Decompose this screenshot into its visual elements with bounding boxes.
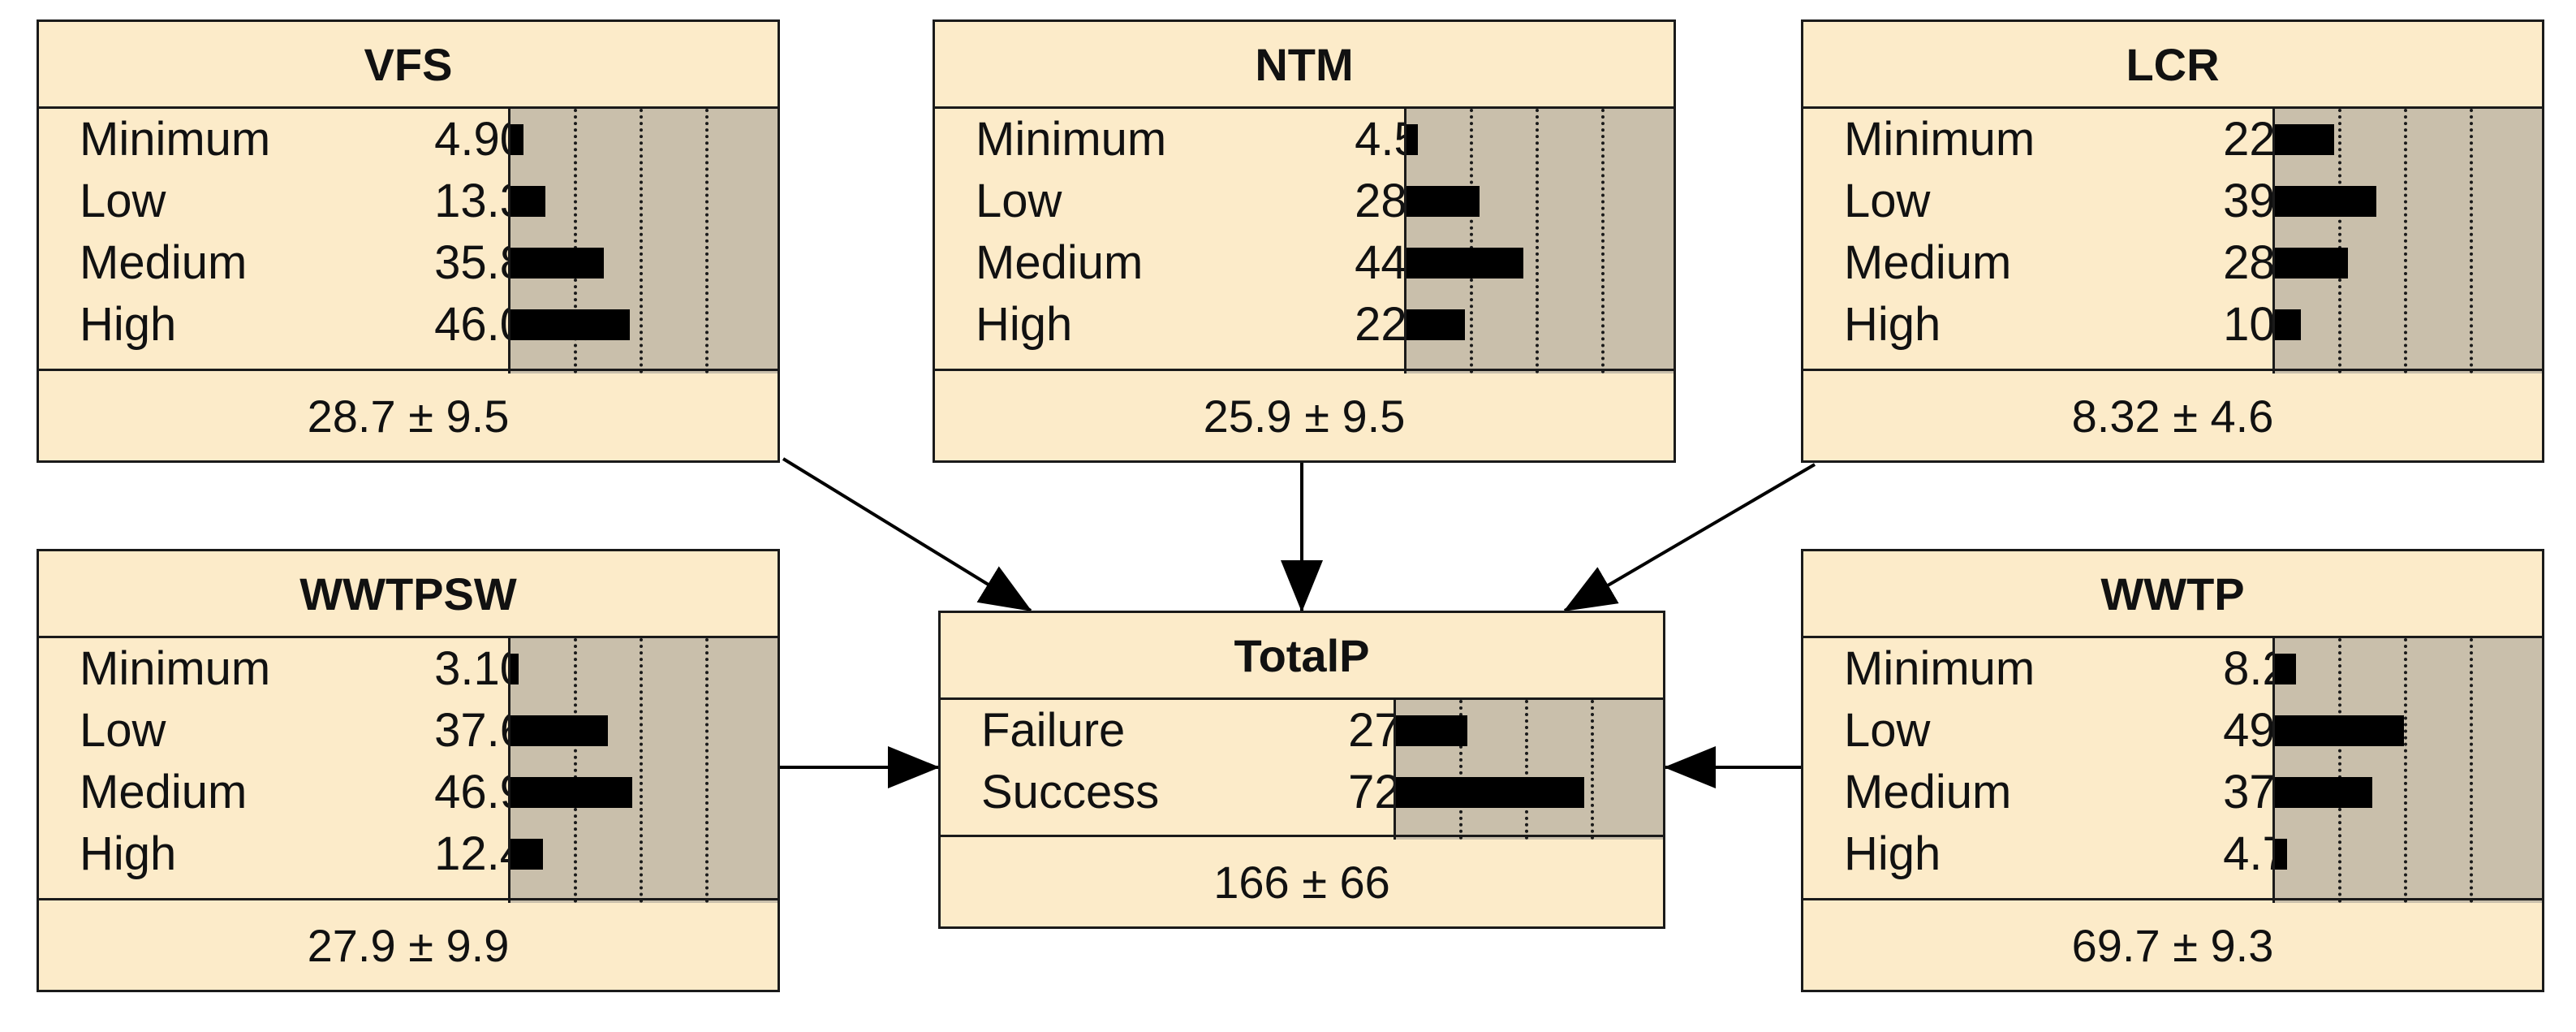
belief-bar-minimum xyxy=(1406,124,1418,155)
belief-bar-high xyxy=(510,309,630,340)
state-label-medium: Medium xyxy=(1844,236,2012,289)
belief-bar-medium xyxy=(510,777,632,808)
belief-bar-high xyxy=(2275,839,2287,870)
node-summary: 25.9 ± 9.5 xyxy=(935,369,1674,460)
state-label-low: Low xyxy=(976,175,1062,227)
state-value-low: 37.6 xyxy=(434,704,526,757)
state-value-minimum: 4.90 xyxy=(434,113,526,166)
state-label-medium: Medium xyxy=(80,236,248,289)
node-summary: 8.32 ± 4.6 xyxy=(1803,369,2542,460)
belief-bar-high xyxy=(1406,309,1465,340)
node-ntm[interactable]: NTM Minimum 4.50 Low 28.0 Medium 44.9 High 2… xyxy=(933,19,1676,463)
belief-bar-low xyxy=(510,715,608,746)
belief-bar-low xyxy=(2275,715,2404,746)
node-summary: 69.7 ± 9.3 xyxy=(1803,898,2542,990)
state-value-medium: 46.9 xyxy=(434,766,526,818)
state-value-low: 13.3 xyxy=(434,175,526,227)
state-label-high: High xyxy=(976,298,1073,351)
gridline xyxy=(2404,638,2407,903)
belief-bar-medium xyxy=(2275,777,2372,808)
belief-bars xyxy=(2272,638,2542,903)
belief-bar-minimum xyxy=(510,654,519,684)
node-wwtp[interactable]: WWTP Minimum 8.20 Low 49.7 Medium 37.4 High… xyxy=(1801,549,2544,992)
state-value-minimum: 3.10 xyxy=(434,642,526,695)
belief-bar-medium xyxy=(2275,248,2348,279)
node-vfs[interactable]: VFS Minimum 4.90 Low 13.3 Medium 35.8 High 4… xyxy=(37,19,780,463)
state-label-low: Low xyxy=(1844,704,1931,757)
belief-bar-low xyxy=(2275,186,2376,217)
belief-bar-medium xyxy=(510,248,604,279)
state-label-high: High xyxy=(1844,827,1941,880)
state-value-high: 12.4 xyxy=(434,827,526,880)
state-label-success: Success xyxy=(981,766,1160,818)
gridline xyxy=(1601,109,1605,374)
gridline xyxy=(2470,109,2473,374)
belief-bars xyxy=(1404,109,1674,374)
gridline xyxy=(574,109,577,374)
gridline xyxy=(2338,109,2341,374)
node-lcr[interactable]: LCR Minimum 22.9 Low 39.1 Medium 28.0 High 1… xyxy=(1801,19,2544,463)
state-label-low: Low xyxy=(1844,175,1931,227)
state-label-minimum: Minimum xyxy=(80,113,271,166)
node-title: WWTPSW xyxy=(39,551,778,638)
state-label-failure: Failure xyxy=(981,704,1126,757)
belief-bar-minimum xyxy=(2275,124,2334,155)
gridline xyxy=(1591,700,1594,840)
state-label-high: High xyxy=(1844,298,1941,351)
edge-vfs-to-totalp xyxy=(782,457,1032,612)
gridline xyxy=(640,109,643,374)
belief-bars xyxy=(1394,700,1663,840)
node-totalp[interactable]: TotalP Failure27.6 Success72.4 166 ± 66 xyxy=(938,611,1665,929)
gridline xyxy=(640,638,643,903)
belief-bar-low xyxy=(1406,186,1480,217)
belief-bar-high xyxy=(510,839,543,870)
node-title: NTM xyxy=(935,22,1674,109)
node-title: LCR xyxy=(1803,22,2542,109)
gridline xyxy=(705,109,709,374)
belief-bar-success xyxy=(1396,777,1584,808)
state-label-minimum: Minimum xyxy=(80,642,271,695)
gridline xyxy=(1536,109,1539,374)
node-title: VFS xyxy=(39,22,778,109)
state-label-medium: Medium xyxy=(1844,766,2012,818)
gridline xyxy=(2404,109,2407,374)
belief-bars xyxy=(508,109,778,374)
belief-bars xyxy=(2272,109,2542,374)
belief-bar-failure xyxy=(1396,715,1467,746)
gridline xyxy=(2470,638,2473,903)
belief-bar-high xyxy=(2275,309,2301,340)
belief-bar-minimum xyxy=(2275,654,2296,684)
gridline xyxy=(574,638,577,903)
state-value-high: 46.0 xyxy=(434,298,526,351)
state-label-high: High xyxy=(80,298,177,351)
node-title: TotalP xyxy=(941,613,1663,700)
node-summary: 166 ± 66 xyxy=(941,835,1663,926)
gridline xyxy=(1525,700,1528,840)
state-label-minimum: Minimum xyxy=(1844,642,2035,695)
edge-lcr-to-totalp xyxy=(1563,463,1816,612)
state-value-medium: 35.8 xyxy=(434,236,526,289)
state-label-medium: Medium xyxy=(976,236,1144,289)
state-label-minimum: Minimum xyxy=(1844,113,2035,166)
gridline xyxy=(2338,638,2341,903)
node-wwtpsw[interactable]: WWTPSW Minimum 3.10 Low 37.6 Medium 46.9 Hi… xyxy=(37,549,780,992)
belief-bars xyxy=(508,638,778,903)
node-summary: 27.9 ± 9.9 xyxy=(39,898,778,990)
state-label-low: Low xyxy=(80,704,166,757)
belief-bar-medium xyxy=(1406,248,1523,279)
node-summary: 28.7 ± 9.5 xyxy=(39,369,778,460)
gridline xyxy=(705,638,709,903)
gridline xyxy=(1459,700,1462,840)
gridline xyxy=(1470,109,1473,374)
state-label-low: Low xyxy=(80,175,166,227)
state-label-high: High xyxy=(80,827,177,880)
node-title: WWTP xyxy=(1803,551,2542,638)
belief-bar-minimum xyxy=(510,124,523,155)
state-label-medium: Medium xyxy=(80,766,248,818)
state-label-minimum: Minimum xyxy=(976,113,1167,166)
belief-bar-low xyxy=(510,186,545,217)
